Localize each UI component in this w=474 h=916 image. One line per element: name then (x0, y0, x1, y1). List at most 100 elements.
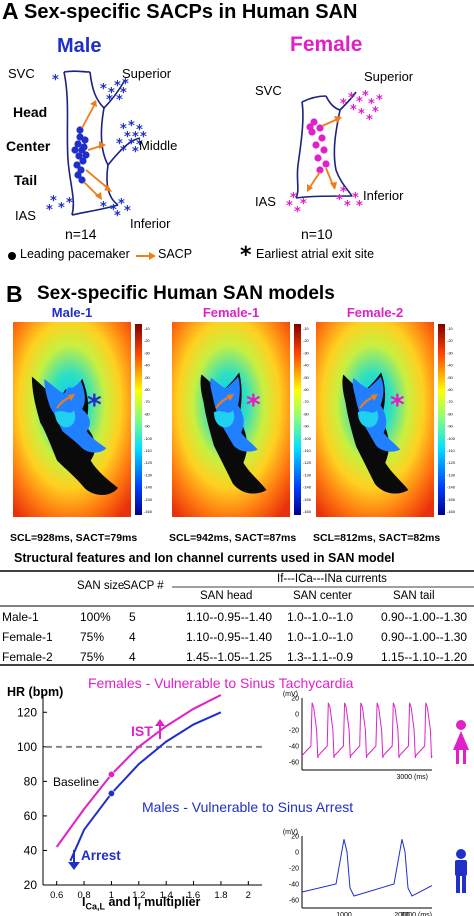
svg-text:-130: -130 (144, 472, 153, 477)
svg-text:*: * (368, 97, 375, 112)
svg-text:-70: -70 (144, 399, 151, 404)
svg-text:*: * (336, 193, 343, 208)
svg-text:-100: -100 (144, 436, 153, 441)
svg-text:*: * (120, 144, 127, 159)
svg-text:*: * (100, 200, 107, 215)
svg-text:*: * (128, 137, 135, 152)
model-caption-2: SCL=942ms, SACT=87ms (169, 532, 297, 544)
svg-text:*: * (116, 93, 123, 108)
svg-text:*: * (50, 194, 57, 209)
baseline-point (107, 789, 115, 797)
activation-map-2: * -10 -20 -30 -40 -50 -60 -70 -80 -90 -100 -110 -120… (172, 322, 312, 517)
svg-text:*: * (340, 185, 347, 200)
svg-text:*: * (116, 137, 123, 152)
series-line-females (55, 694, 222, 848)
male-n-label: n=14 (65, 226, 97, 242)
svg-text:*: * (362, 89, 369, 104)
svg-text:-40: -40 (303, 363, 310, 368)
svg-text:*: * (136, 138, 143, 153)
svg-text:*: * (246, 388, 261, 421)
svg-text:-20: -20 (289, 866, 299, 873)
svg-text:*: * (120, 86, 127, 101)
y-tick-label: 120 (17, 705, 37, 719)
svg-text:*: * (132, 130, 139, 145)
table-cell-r2-c5: 1.15--1.10--1.20 (381, 650, 468, 664)
x-tick-label: 0.6 (50, 890, 63, 901)
svg-text:2000: 2000 (394, 912, 410, 916)
svg-text:-80: -80 (447, 411, 454, 416)
table-cell-r0-c3: 1.10--0.95--1.40 (186, 610, 273, 624)
svg-text:*: * (114, 209, 121, 224)
table-cell-r0-c1: 100% (80, 610, 111, 624)
female-san-diagram: * * * * * ** * ** * *** * *** * (286, 89, 383, 220)
svg-text:-20: -20 (289, 728, 299, 735)
table-header-head: SAN head (200, 590, 253, 602)
x-tick-label: 1 (109, 890, 114, 901)
male-inferior-label: Inferior (130, 216, 171, 231)
male-center-label: Center (6, 138, 51, 154)
x-tick-label: 0.8 (77, 890, 90, 901)
y-tick-label: 100 (17, 740, 37, 754)
svg-text:-70: -70 (447, 399, 454, 404)
male-tail-label: Tail (14, 172, 38, 188)
series-line-males (69, 711, 222, 862)
ist-arrow-icon (155, 719, 165, 739)
svg-text:-50: -50 (144, 375, 151, 380)
table-header-sacp: SACP # (123, 580, 164, 592)
female-superior-label: Superior (364, 69, 414, 84)
x-tick-label: 1.8 (214, 890, 227, 901)
y-tick-label: 20 (24, 878, 38, 892)
y-tick-label: 80 (24, 774, 38, 788)
svg-text:0: 0 (295, 850, 299, 857)
svg-text:-40: -40 (289, 744, 299, 751)
svg-text:*: * (140, 130, 147, 145)
svg-text:*: * (390, 388, 405, 421)
baseline-label: Baseline (53, 775, 100, 789)
svg-text:*: * (356, 95, 363, 110)
svg-text:*: * (350, 103, 357, 118)
svg-text:*: * (128, 119, 135, 134)
svg-text:-10: -10 (144, 326, 151, 331)
svg-text:*: * (110, 203, 117, 218)
svg-text:-160: -160 (144, 509, 153, 514)
x-tick-label: 1.6 (187, 890, 200, 901)
svg-text:*: * (290, 191, 297, 206)
panel-b-letter: B (6, 281, 23, 307)
male-middle-label: Middle (139, 138, 178, 153)
male-head-label: Head (13, 104, 48, 120)
svg-text:-50: -50 (303, 375, 310, 380)
table-cell-r0-c0: Male-1 (2, 610, 39, 624)
table-cell-r1-c0: Female-1 (2, 630, 53, 644)
table-cell-r2-c3: 1.45--1.05--1.25 (186, 650, 273, 664)
svg-text:*: * (294, 205, 301, 220)
svg-text:*: * (118, 197, 125, 212)
model-title-2: Female-1 (202, 305, 260, 320)
svg-text:-110: -110 (303, 448, 311, 453)
svg-text:*: * (356, 199, 363, 214)
table-header-center: SAN center (293, 590, 352, 602)
panel-a-title: Sex-specific SACPs in Human SAN (24, 1, 358, 23)
svg-text:*: * (46, 203, 53, 218)
svg-text:-20: -20 (303, 338, 310, 343)
svg-text:*: * (108, 86, 115, 101)
svg-text:*: * (136, 123, 143, 138)
svg-text:-40: -40 (447, 363, 454, 368)
table-cell-r0-c2: 5 (129, 610, 136, 624)
svg-text:3000 (ms): 3000 (ms) (400, 912, 432, 916)
svg-text:20: 20 (291, 834, 299, 841)
svg-text:3000 (ms): 3000 (ms) (396, 774, 428, 781)
model-title-3: Female-2 (346, 305, 404, 320)
svg-text:-60: -60 (289, 760, 299, 767)
svg-text:-60: -60 (289, 898, 299, 905)
legend-leading: Leading pacemaker (20, 247, 130, 261)
table-cell-r2-c4: 1.3--1.1--0.9 (287, 650, 354, 664)
table-cell-r0-c5: 0.90--1.00--1.30 (381, 610, 468, 624)
model-caption-3: SCL=812ms, SACT=82ms (313, 532, 441, 544)
svg-text:-10: -10 (303, 326, 310, 331)
svg-text:*: * (114, 79, 121, 94)
svg-text:*: * (372, 105, 379, 120)
svg-text:*: * (124, 204, 131, 219)
svg-text:(mV): (mV) (283, 691, 298, 698)
hr-chart: 120 100 80 60 40 20 0.6 0.8 1 1.2 1.4 1.6 1.8 2 (17, 694, 262, 901)
